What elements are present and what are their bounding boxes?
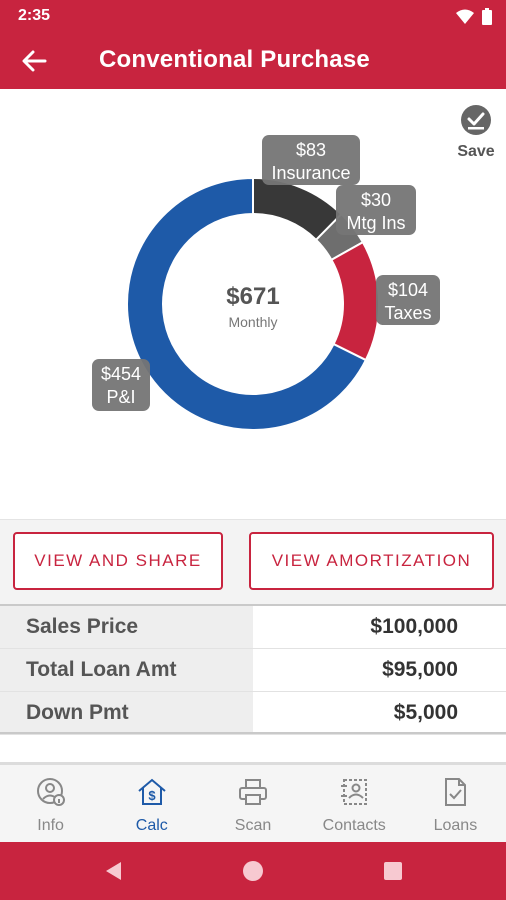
- tooltip-pi-label: P&I: [106, 387, 135, 407]
- battery-icon: [482, 8, 492, 25]
- table-divider: [0, 732, 506, 734]
- status-time: 2:35: [18, 7, 51, 24]
- wifi-icon: [456, 9, 474, 24]
- tooltip-taxes-value: $104: [388, 280, 428, 300]
- tooltip-mtg-ins-label: Mtg Ins: [346, 213, 405, 233]
- view-amortization-button[interactable]: VIEW AMORTIZATION: [249, 532, 494, 590]
- system-back-button[interactable]: [98, 856, 128, 886]
- view-and-share-button[interactable]: VIEW AND SHARE: [13, 532, 223, 590]
- summary-table: Sales Price $100,000 Total Loan Amt $95,…: [0, 604, 506, 735]
- nav-label-loans: Loans: [433, 817, 478, 834]
- donut-slice-taxes[interactable]: [330, 240, 380, 362]
- tooltip-insurance: $83 Insurance: [262, 135, 360, 185]
- tooltip-insurance-value: $83: [296, 140, 326, 160]
- center-value: $671: [226, 283, 279, 310]
- nav-item-loans[interactable]: Loans: [405, 765, 506, 842]
- status-icons: [456, 8, 492, 25]
- down-pmt-value[interactable]: $5,000: [253, 692, 506, 734]
- document-check-icon: [438, 775, 472, 809]
- arrow-left-icon: [22, 50, 47, 72]
- nav-label-calc: Calc: [135, 817, 168, 834]
- tooltip-mtg-ins: $30 Mtg Ins: [336, 185, 416, 235]
- total-loan-label: Total Loan Amt: [0, 649, 253, 691]
- square-recents-icon: [384, 862, 402, 880]
- nav-label-contacts: Contacts: [322, 817, 386, 834]
- nav-item-scan[interactable]: Scan: [202, 765, 303, 842]
- tooltip-taxes-label: Taxes: [384, 303, 431, 323]
- donut-slice-p-i[interactable]: [126, 176, 368, 431]
- nav-item-info[interactable]: Info: [0, 765, 101, 842]
- chart-area: $671 Monthly $83 Insurance $30 Mtg Ins $…: [0, 89, 506, 519]
- tooltip-insurance-label: Insurance: [271, 163, 350, 183]
- contacts-icon: [337, 775, 371, 809]
- user-info-icon: [34, 775, 68, 809]
- circle-home-icon: [243, 861, 263, 881]
- nav-item-calc[interactable]: $ Calc: [101, 765, 202, 842]
- table-row: Down Pmt $5,000: [0, 692, 506, 735]
- center-label: Monthly: [228, 314, 277, 330]
- printer-icon: [236, 775, 270, 809]
- status-bar: 2:35: [0, 0, 506, 33]
- system-nav-bar: [0, 842, 506, 900]
- save-button[interactable]: Save: [452, 104, 500, 161]
- app-bar: Conventional Purchase: [0, 33, 506, 89]
- tooltip-taxes: $104 Taxes: [376, 275, 440, 325]
- bottom-nav: Info $ Calc Scan: [0, 765, 506, 842]
- table-row: Total Loan Amt $95,000: [0, 649, 506, 692]
- back-button[interactable]: [16, 45, 52, 77]
- check-circle-icon: [461, 105, 491, 135]
- tooltip-pi: $454 P&I: [92, 359, 150, 411]
- total-loan-value[interactable]: $95,000: [253, 649, 506, 691]
- system-home-button[interactable]: [238, 856, 268, 886]
- page-title: Conventional Purchase: [99, 46, 370, 73]
- triangle-back-icon: [106, 862, 121, 880]
- home-dollar-icon: $: [135, 775, 169, 809]
- nav-label-scan: Scan: [234, 817, 272, 834]
- tooltip-pi-value: $454: [101, 364, 141, 384]
- table-row: Sales Price $100,000: [0, 606, 506, 649]
- save-label: Save: [457, 143, 495, 160]
- sales-price-label: Sales Price: [0, 606, 253, 648]
- tooltip-mtg-ins-value: $30: [361, 190, 391, 210]
- down-pmt-label: Down Pmt: [0, 692, 253, 734]
- payment-donut-chart: $671 Monthly $83 Insurance $30 Mtg Ins $…: [92, 135, 440, 431]
- nav-divider: [0, 762, 506, 765]
- svg-text:$: $: [148, 788, 156, 803]
- nav-item-contacts[interactable]: Contacts: [304, 765, 405, 842]
- system-recents-button[interactable]: [378, 856, 408, 886]
- sales-price-value[interactable]: $100,000: [253, 606, 506, 648]
- nav-label-info: Info: [37, 817, 64, 834]
